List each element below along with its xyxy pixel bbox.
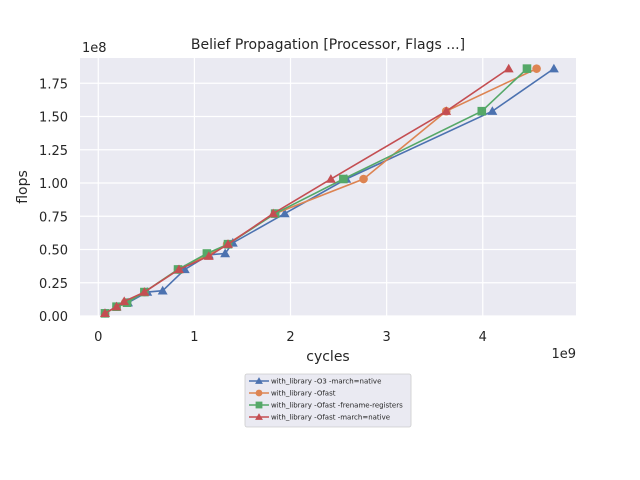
x-tick-labels: 0 1 2 3 4 (94, 330, 487, 345)
legend-label: with_library -O3 -march=native (271, 378, 381, 386)
data-point-triangle (157, 285, 168, 295)
data-point-triangle (100, 308, 110, 318)
data-point-triangle (279, 208, 290, 218)
x-tick-label: 4 (479, 330, 487, 345)
y-tick-label: 1.75 (39, 77, 68, 92)
data-point-circle (532, 64, 541, 73)
data-point-triangle (325, 174, 336, 183)
data-point-square (339, 174, 348, 184)
x-exponent-label: 1e9 (551, 347, 576, 362)
x-tick-label: 3 (382, 330, 390, 345)
data-point-triangle (255, 413, 263, 420)
data-point-triangle (503, 63, 514, 73)
legend: with_library -O3 -march=native with_libra… (244, 373, 412, 428)
x-tick-label: 1 (190, 330, 198, 345)
legend-item: with_library -Ofast (249, 390, 336, 398)
chart-title: Belief Propagation [Processor, Flags ...… (191, 37, 465, 53)
data-point-circle (255, 389, 263, 397)
legend-label: with_library -Ofast -frename-registers (271, 402, 403, 410)
y-tick-label: 0.00 (39, 310, 68, 325)
y-axis-label: flops (15, 170, 31, 204)
data-point-triangle (139, 287, 150, 296)
data-point-triangle (441, 106, 452, 115)
data-point-square (522, 64, 532, 73)
data-point-square (202, 249, 212, 258)
series-layer (100, 63, 559, 318)
y-tick-label: 0.25 (39, 277, 68, 292)
data-point-triangle (174, 264, 184, 274)
series-4 (100, 63, 514, 318)
legend-box (244, 373, 412, 428)
y-tick-label: 1.00 (39, 177, 68, 192)
y-tick-label: 1.25 (39, 144, 68, 159)
data-point-triangle (487, 106, 498, 115)
data-point-triangle (119, 296, 130, 306)
legend-label: with_library -Ofast (271, 390, 336, 398)
legend-item: with_library -O3 -march=native (249, 377, 381, 386)
data-point-triangle (255, 377, 263, 384)
y-tick-label: 1.50 (39, 111, 68, 126)
data-point-triangle (203, 251, 214, 260)
y-tick-labels: 0.00 0.25 0.50 0.75 1.00 1.25 1.50 1.75 (39, 77, 68, 325)
data-point-square (255, 401, 263, 409)
data-point-triangle (111, 301, 122, 311)
data-point-circle (359, 174, 368, 184)
data-point-triangle (223, 239, 233, 248)
data-point-triangle (268, 208, 279, 218)
y-tick-label: 0.75 (39, 210, 68, 225)
data-point-triangle (548, 63, 559, 73)
grid (80, 58, 576, 317)
y-tick-label: 0.50 (39, 244, 68, 259)
y-exponent-label: 1e8 (82, 41, 107, 56)
legend-item: with_library -Ofast -march=native (249, 413, 390, 422)
data-point-square (477, 106, 487, 116)
data-point-triangle (220, 248, 231, 258)
x-axis-label: cycles (306, 349, 349, 365)
legend-item: with_library -Ofast -frename-registers (249, 402, 403, 410)
x-tick-label: 2 (286, 330, 294, 345)
x-tick-label: 0 (94, 330, 102, 345)
legend-label: with_library -Ofast -march=native (271, 414, 390, 422)
